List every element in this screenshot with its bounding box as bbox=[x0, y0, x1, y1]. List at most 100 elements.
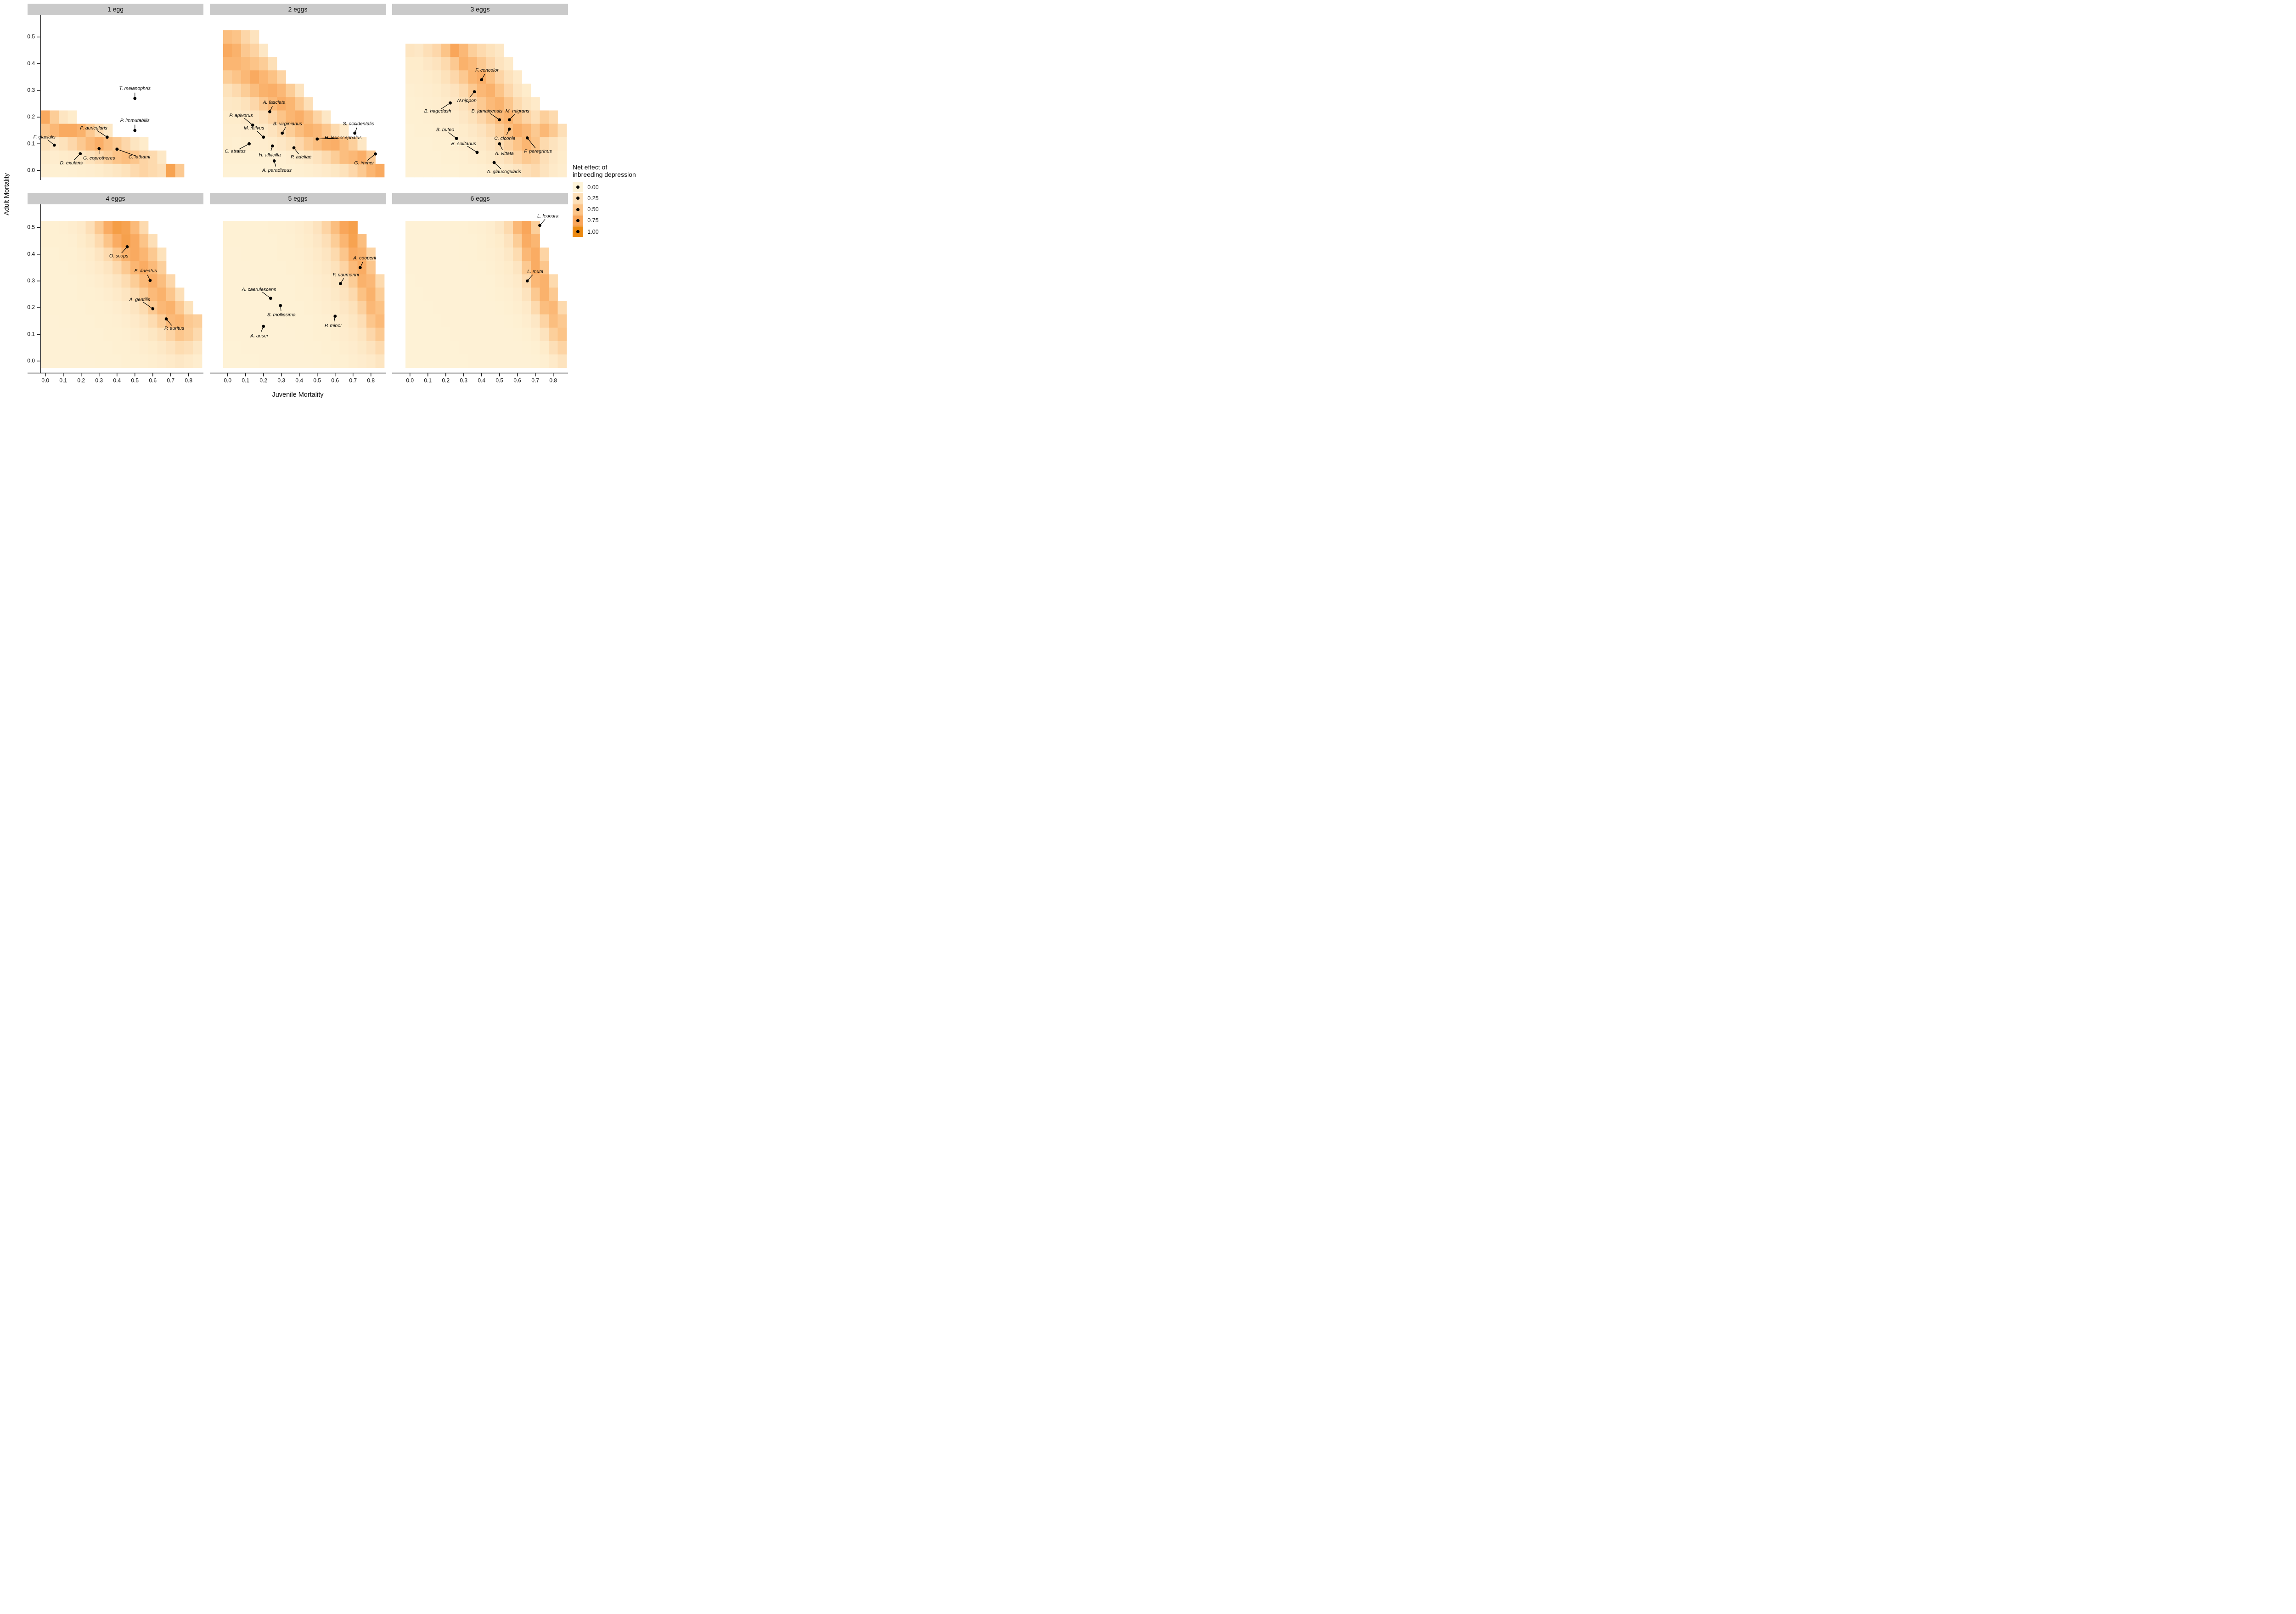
species-point bbox=[133, 129, 137, 132]
heat-tile bbox=[148, 247, 158, 261]
heat-tile bbox=[277, 301, 286, 315]
heat-tile bbox=[432, 137, 442, 151]
heat-tile bbox=[175, 301, 185, 315]
heat-tile bbox=[366, 287, 376, 301]
heat-tile bbox=[259, 110, 268, 124]
heat-tile bbox=[450, 287, 460, 301]
heat-tile bbox=[486, 327, 495, 342]
heat-tile bbox=[414, 314, 424, 328]
heat-tile bbox=[468, 234, 478, 248]
heat-tile bbox=[50, 150, 59, 164]
heat-tile bbox=[549, 341, 558, 355]
heat-tile bbox=[121, 234, 131, 248]
heat-tile bbox=[331, 341, 340, 355]
heat-tile bbox=[450, 234, 460, 248]
species-label: B. virginianus bbox=[273, 121, 303, 126]
heat-tile bbox=[277, 124, 286, 138]
heat-tile bbox=[277, 314, 286, 328]
heat-tile bbox=[121, 163, 131, 178]
heat-tile bbox=[366, 261, 376, 275]
heat-tile bbox=[277, 84, 286, 97]
heat-tile bbox=[103, 124, 113, 138]
heat-tile bbox=[450, 354, 460, 368]
heat-tile bbox=[513, 221, 522, 235]
legend-title-line1: Net effect of bbox=[573, 163, 608, 171]
heat-tile bbox=[468, 314, 478, 328]
heat-tile bbox=[121, 314, 131, 328]
species-connector bbox=[448, 132, 457, 139]
heat-tile bbox=[241, 97, 250, 111]
heat-tile bbox=[103, 150, 113, 164]
heat-tile bbox=[459, 247, 468, 261]
heat-tile bbox=[522, 84, 531, 97]
heat-tile bbox=[339, 150, 349, 164]
species-point bbox=[507, 118, 511, 122]
heat-tile bbox=[486, 301, 495, 315]
heat-tile bbox=[339, 234, 349, 248]
legend-key: 1.00 bbox=[573, 226, 654, 237]
heat-tile bbox=[432, 341, 442, 355]
heat-tile bbox=[95, 327, 104, 342]
species-connector bbox=[527, 138, 536, 148]
heat-tile bbox=[232, 234, 242, 248]
x-tick-label: 0.8 bbox=[549, 377, 557, 384]
heat-tile bbox=[295, 163, 304, 178]
heat-tile bbox=[223, 221, 232, 235]
heat-tile bbox=[405, 221, 415, 235]
heat-tile bbox=[513, 137, 522, 151]
heat-tile bbox=[295, 261, 304, 275]
heat-tile bbox=[103, 261, 113, 275]
heat-tile bbox=[414, 110, 424, 124]
heat-tile bbox=[286, 97, 295, 111]
heat-tile bbox=[268, 70, 277, 84]
heat-tile bbox=[423, 97, 433, 111]
species-label: M. milvus bbox=[244, 125, 264, 131]
heat-tile bbox=[349, 274, 358, 288]
heat-tile bbox=[59, 261, 68, 275]
heat-tile bbox=[77, 314, 86, 328]
heat-tile bbox=[139, 314, 149, 328]
heat-tile bbox=[313, 247, 322, 261]
heat-tile bbox=[68, 163, 77, 178]
heat-tile bbox=[468, 97, 478, 111]
heat-tile bbox=[268, 354, 277, 368]
heat-tile bbox=[295, 274, 304, 288]
heat-tile bbox=[223, 274, 232, 288]
heat-tile bbox=[232, 44, 242, 57]
x-tick-label: 0.1 bbox=[242, 377, 249, 384]
heat-tile bbox=[459, 97, 468, 111]
heat-tile bbox=[232, 327, 242, 342]
heat-tile bbox=[139, 150, 149, 164]
heat-tile bbox=[223, 57, 232, 71]
heat-tile bbox=[549, 287, 558, 301]
heat-tile bbox=[113, 247, 122, 261]
heat-tile bbox=[41, 341, 50, 355]
heat-tile bbox=[268, 124, 277, 138]
heat-tile bbox=[357, 247, 367, 261]
heat-tile bbox=[250, 301, 259, 315]
heat-tile bbox=[513, 341, 522, 355]
y-tick-label: 0.4 bbox=[27, 60, 35, 67]
heat-tile bbox=[486, 110, 495, 124]
heat-tile bbox=[540, 124, 549, 138]
species-point bbox=[270, 144, 274, 148]
heat-tile bbox=[423, 163, 433, 178]
species-point bbox=[97, 147, 101, 151]
heat-tile bbox=[259, 261, 268, 275]
heat-tile bbox=[313, 274, 322, 288]
heat-tile bbox=[557, 137, 567, 151]
x-tick-label: 0.1 bbox=[424, 377, 432, 384]
heat-tile bbox=[405, 70, 415, 84]
heat-tile bbox=[477, 163, 486, 178]
heat-tile bbox=[77, 124, 86, 138]
species-connector bbox=[367, 153, 376, 161]
facet-strip-label: 5 eggs bbox=[288, 195, 308, 202]
heat-tile bbox=[540, 110, 549, 124]
heat-tile bbox=[441, 341, 450, 355]
heat-tile bbox=[414, 341, 424, 355]
heat-tile bbox=[513, 163, 522, 178]
heat-tile bbox=[175, 354, 185, 368]
heat-tile bbox=[166, 327, 175, 342]
species-point bbox=[315, 137, 319, 141]
heat-tile bbox=[495, 341, 504, 355]
